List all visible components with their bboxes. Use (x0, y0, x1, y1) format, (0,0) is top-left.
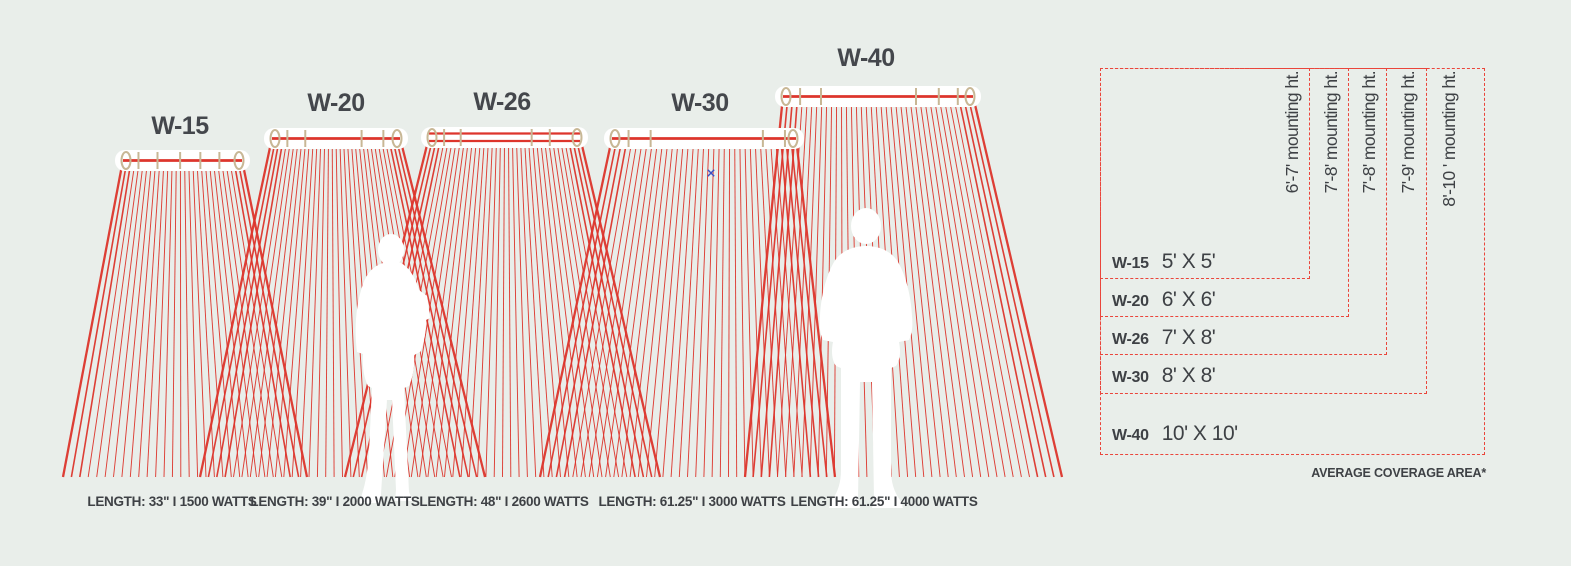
mount-bracket-icon (964, 87, 976, 106)
mount-bracket-icon (787, 129, 799, 148)
heater-unit-w-26 (421, 127, 588, 148)
mount-bracket-icon (120, 151, 132, 170)
coverage-row-size: 6' X 6' (1161, 288, 1216, 311)
heat-fan-w-15 (61, 159, 309, 478)
heater-unit-w-40 (775, 86, 981, 107)
caption-w15: LENGTH: 33" I 1500 WATTS (87, 494, 257, 509)
person-silhouette-man (819, 208, 913, 508)
mount-bracket-icon (426, 128, 438, 147)
heat-fan-w-26 (343, 136, 662, 478)
mounting-height-label-w26: 7'-8' mounting ht. (1359, 71, 1379, 194)
coverage-row-model: W-26 (1112, 331, 1149, 348)
mounting-height-label-w15: 6'-7' mounting ht. (1282, 71, 1302, 194)
heater-unit-w-20 (264, 128, 408, 149)
heater-unit-w-30 (604, 128, 804, 149)
coverage-row-w40: W-40 10' X 10' (1112, 422, 1238, 446)
mounting-height-label-w20: 7'-8' mounting ht. (1321, 71, 1341, 194)
coverage-row-w20: W-20 6' X 6' (1112, 288, 1216, 312)
coverage-row-w26: W-26 7' X 8' (1112, 326, 1216, 350)
coverage-row-size: 10' X 10' (1161, 422, 1238, 445)
model-label-w40: W-40 (837, 44, 895, 72)
caption-w40: LENGTH: 61.25" I 4000 WATTS (790, 494, 978, 509)
mount-bracket-icon (269, 129, 281, 148)
mount-bracket-icon (233, 151, 245, 170)
coverage-row-model: W-30 (1112, 369, 1149, 386)
coverage-footnote: AVERAGE COVERAGE AREA* (1311, 466, 1486, 480)
model-label-w30: W-30 (671, 89, 729, 117)
mount-bracket-icon (571, 128, 583, 147)
caption-w26: LENGTH: 48" I 2600 WATTS (419, 494, 589, 509)
coverage-row-size: 7' X 8' (1161, 326, 1216, 349)
caption-w20: LENGTH: 39" I 2000 WATTS (250, 494, 420, 509)
coverage-row-size: 5' X 5' (1161, 250, 1216, 273)
caption-w30: LENGTH: 61.25" I 3000 WATTS (598, 494, 786, 509)
person-silhouette-woman (355, 234, 430, 503)
cursor-x-icon (707, 169, 715, 177)
model-label-w20: W-20 (307, 89, 365, 117)
mounting-height-label-w40: 8'-10 ' mounting ht. (1439, 71, 1459, 207)
coverage-row-model: W-40 (1112, 427, 1149, 444)
coverage-row-model: W-15 (1112, 255, 1149, 272)
coverage-row-w30: W-30 8' X 8' (1112, 364, 1216, 388)
coverage-row-w15: W-15 5' X 5' (1112, 250, 1216, 274)
model-label-w15: W-15 (151, 112, 209, 140)
mount-bracket-icon (609, 129, 621, 148)
mount-bracket-icon (391, 129, 403, 148)
model-label-w26: W-26 (473, 88, 531, 116)
coverage-row-model: W-20 (1112, 293, 1149, 310)
coverage-row-size: 8' X 8' (1161, 364, 1216, 387)
heater-unit-w-15 (115, 150, 250, 171)
mount-bracket-icon (780, 87, 792, 106)
mounting-height-label-w30: 7'-9' mounting ht. (1398, 71, 1418, 194)
coverage-rect-w40 (1100, 68, 1485, 455)
